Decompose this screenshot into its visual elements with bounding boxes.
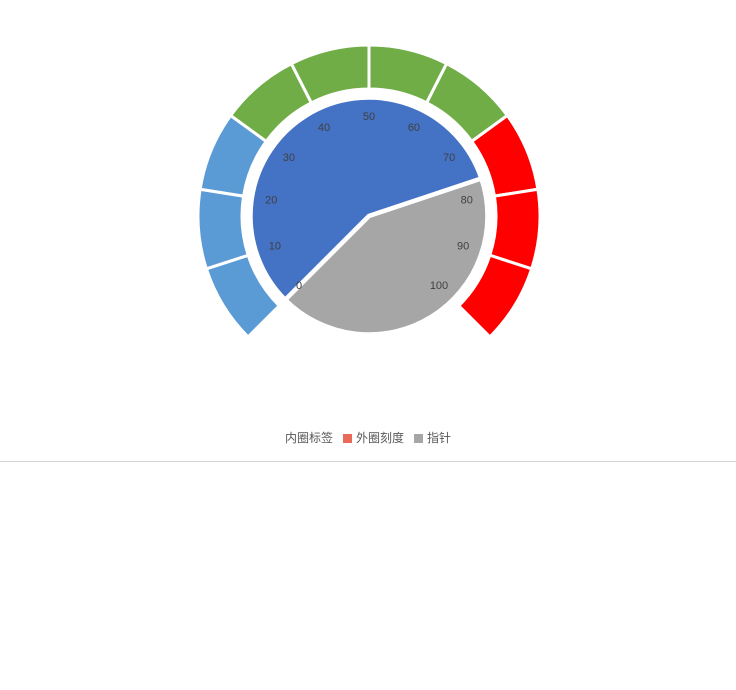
- legend-item-label: 指针: [427, 431, 452, 445]
- worksheet-gridline: [0, 461, 736, 462]
- pie-value-slice[interactable]: [248, 95, 484, 303]
- tick-label: 10: [269, 241, 281, 253]
- tick-label: 20: [265, 195, 277, 207]
- tick-label: 80: [461, 195, 473, 207]
- tick-label: 100: [430, 280, 448, 292]
- legend-item-label: 外圈刻度: [355, 431, 404, 445]
- pie-remainder-slice[interactable]: [282, 176, 490, 337]
- tick-label: 70: [443, 152, 455, 164]
- tick-label: 90: [457, 241, 469, 253]
- legend-item[interactable]: 外圈刻度: [342, 431, 404, 446]
- tick-label: 30: [283, 152, 295, 164]
- gauge-chart[interactable]: 制作仪表盘 0 10 20 30 40 50 60 70 80 90 100 内圈标签 外圈刻度 指针: [0, 0, 736, 461]
- legend-item[interactable]: 指针: [414, 431, 451, 446]
- legend-marker-icon: [414, 434, 423, 443]
- gauge-plot: 0 10 20 30 40 50 60 70 80 90 100: [196, 45, 540, 340]
- ring-segment[interactable]: [196, 187, 251, 271]
- legend-item[interactable]: 内圈标签: [285, 431, 333, 446]
- legend-marker-icon: [342, 434, 352, 443]
- chart-title: 制作仪表盘: [0, 0, 736, 4]
- chart-legend: 内圈标签 外圈刻度 指针: [0, 431, 736, 446]
- tick-label: 50: [363, 111, 375, 123]
- tick-label: 0: [296, 280, 302, 292]
- ring-segment[interactable]: [456, 253, 534, 340]
- legend-item-label: 内圈标签: [284, 431, 333, 445]
- tick-label: 60: [408, 122, 420, 134]
- tick-label: 40: [318, 122, 330, 134]
